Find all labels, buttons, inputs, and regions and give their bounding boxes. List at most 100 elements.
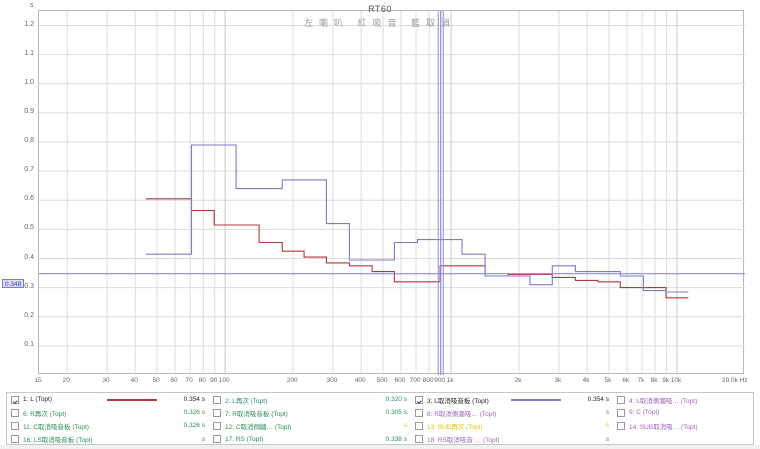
legend-item[interactable]: 4: L取消側牆吸… (Topt)0.424 s <box>613 393 760 406</box>
legend-item[interactable]: 17: RS (Topt) 0.338 s <box>209 433 411 446</box>
legend-color-swatch <box>507 393 562 406</box>
legend-panel[interactable]: 1: L (Topt) 0.354 s 2: L再次 (Topt) 0.320 s 3:… <box>6 392 754 445</box>
plot-area[interactable] <box>38 10 745 375</box>
legend-checkbox[interactable] <box>213 408 221 417</box>
series-line <box>145 198 689 299</box>
legend-label: 14: SUB取消吸… (Topt) <box>629 423 698 431</box>
legend-label: 13: SUB再次 (Topt) <box>427 423 483 431</box>
series-curves <box>39 11 745 375</box>
y-axis-unit: s <box>30 2 34 9</box>
legend-checkbox[interactable] <box>415 395 423 404</box>
legend-checkbox[interactable] <box>617 421 625 430</box>
legend-color-swatch <box>103 419 158 432</box>
legend-label: 11: C取消吸音板 (Topt) <box>23 423 89 431</box>
legend-label: 4: L取消側牆吸… (Topt) <box>629 397 698 405</box>
legend-item[interactable]: 3: L取消吸音板 (Topt) 0.354 s <box>411 393 613 406</box>
legend-color-swatch <box>305 419 360 432</box>
legend-color-swatch <box>103 433 158 446</box>
legend-item[interactable]: 13: SUB再次 (Topt) s <box>411 419 613 432</box>
legend-checkbox[interactable] <box>213 435 221 444</box>
legend-label: 17: RS (Topt) <box>225 435 264 443</box>
grid-lines <box>39 11 745 375</box>
x-tick-label: 20 <box>62 377 70 384</box>
x-tick-label: 300 <box>326 377 338 384</box>
y-tick-label: 0.4 <box>24 253 34 261</box>
legend-item[interactable]: 14: SUB取消吸… (Topt)s <box>613 419 760 432</box>
legend-color-swatch <box>709 406 760 419</box>
x-tick-label: 900 <box>434 377 446 384</box>
legend-label: 18: RS取消吸音 … (Topt) <box>427 437 500 445</box>
legend-item[interactable]: 2: L再次 (Topt) 0.320 s <box>209 393 411 406</box>
legend-item[interactable]: 18: RS取消吸音 … (Topt) s <box>411 433 613 446</box>
x-tick-label: 400 <box>354 377 366 384</box>
legend-item[interactable]: 8: R取消側牆吸… (Topt) s <box>411 406 613 419</box>
legend-checkbox[interactable] <box>11 435 19 444</box>
x-tick-label: 60 <box>170 377 178 384</box>
y-tick-label: 0.9 <box>24 107 34 115</box>
legend-value: 0.354 s <box>587 396 609 404</box>
horizontal-scrollbar[interactable] <box>0 445 760 449</box>
legend-value: 0.326 s <box>183 422 205 430</box>
x-tick-label: 40 <box>130 377 138 384</box>
legend-value: 0.338 s <box>385 435 407 443</box>
y-tick-label: 0.7 <box>24 166 34 174</box>
legend-checkbox[interactable] <box>415 421 423 430</box>
legend-value: 0.326 s <box>183 409 205 417</box>
x-tick-label: 2k <box>514 377 522 384</box>
legend-checkbox[interactable] <box>617 408 625 417</box>
legend-checkbox[interactable] <box>213 395 221 404</box>
legend-checkbox[interactable] <box>415 408 423 417</box>
legend-value: s <box>605 435 609 443</box>
x-tick-label: 800 <box>422 377 434 384</box>
legend-checkbox[interactable] <box>11 395 19 404</box>
y-tick-label: 0.8 <box>24 137 34 145</box>
legend-label: 3: L取消吸音板 (Topt) <box>427 397 489 405</box>
legend-item[interactable]: 6: R再次 (Topt) 0.326 s <box>7 406 209 419</box>
x-tick-label: 9k <box>662 377 670 384</box>
legend-value: 0.305 s <box>385 409 407 417</box>
legend-row: 1: L (Topt) 0.354 s 2: L再次 (Topt) 0.320 s 3:… <box>7 393 753 406</box>
legend-value: s <box>201 435 205 443</box>
legend-checkbox[interactable] <box>415 435 423 444</box>
legend-checkbox[interactable] <box>11 421 19 430</box>
y-tick-label: 0.2 <box>24 311 34 319</box>
legend-value: s <box>605 422 609 430</box>
legend-item-empty[interactable] <box>613 433 683 446</box>
legend-color-swatch <box>507 406 562 419</box>
legend-value: s <box>605 409 609 417</box>
x-tick-label: 100 <box>218 377 230 384</box>
legend-item[interactable]: 7: R取消吸音板 (Topt) 0.305 s <box>209 406 411 419</box>
legend-label: 2: L再次 (Topt) <box>225 397 268 405</box>
series-line <box>145 144 689 293</box>
legend-item[interactable]: 9: C (Topt)0.311 s <box>613 406 760 419</box>
x-tick-label: 90 <box>210 377 218 384</box>
legend-item[interactable]: 16: LS取消吸音板 (Topt) s <box>7 433 209 446</box>
legend-row: 11: C取消吸音板 (Topt) 0.326 s 12: C取消側牆… (Topt… <box>7 419 753 432</box>
x-tick-label: 8k <box>650 377 658 384</box>
legend-color-swatch <box>507 419 562 432</box>
legend-checkbox[interactable] <box>213 421 221 430</box>
legend-item[interactable]: 1: L (Topt) 0.354 s <box>7 393 209 406</box>
y-tick-label: 1.1 <box>24 49 34 57</box>
x-tick-label: 4k <box>582 377 590 384</box>
x-tick-label: 200 <box>286 377 298 384</box>
x-tick-label: 10k <box>670 377 682 384</box>
legend-checkbox[interactable] <box>617 395 625 404</box>
legend-item[interactable]: 12: C取消側牆… (Topt) s <box>209 419 411 432</box>
legend-checkbox[interactable] <box>11 408 19 417</box>
legend-label: 9: C (Topt) <box>629 409 660 417</box>
x-tick-label: 70 <box>185 377 193 384</box>
y-tick-label: 1.2 <box>24 20 34 28</box>
legend-label: 6: R再次 (Topt) <box>23 410 67 418</box>
legend-item-empty[interactable] <box>683 433 753 446</box>
legend-color-swatch <box>103 406 158 419</box>
y-tick-label: 0.1 <box>24 340 34 348</box>
legend-item[interactable]: 11: C取消吸音板 (Topt) 0.326 s <box>7 419 209 432</box>
x-tick-label: 6k <box>622 377 630 384</box>
legend-color-swatch <box>103 393 158 406</box>
legend-label: 16: LS取消吸音板 (Topt) <box>23 437 93 445</box>
plot-wrapper: s 20.0k Hz 1.2 1.1 1.0 0.9 0.8 0.7 0.6 0.5 0.4 0.… <box>2 2 748 384</box>
x-tick-label: 600 <box>394 377 406 384</box>
y-tick-label: 0.3 <box>24 282 34 290</box>
